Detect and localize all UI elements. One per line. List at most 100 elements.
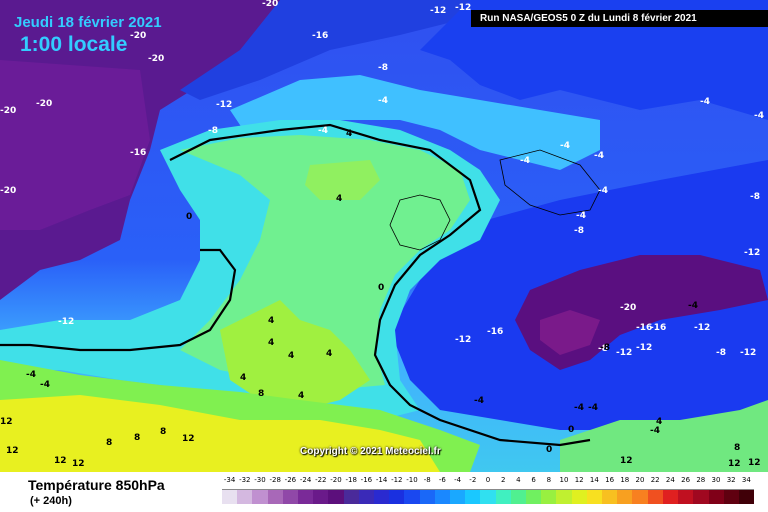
contour-label: 0	[186, 212, 192, 222]
contour-label: -8	[208, 126, 218, 136]
contour-label: 12	[6, 446, 19, 456]
contour-label: -4	[576, 211, 586, 221]
contour-label: 0	[378, 283, 384, 293]
warm-region-southeast	[560, 400, 768, 472]
contour-label: -4	[688, 301, 698, 311]
scale-swatch	[678, 490, 694, 504]
contour-label: -20	[262, 0, 278, 9]
contour-label: -20	[148, 54, 164, 64]
scale-swatch	[267, 490, 283, 504]
temperature-map: -20 -12 -12 -16 -20 -20 -20 -12 -8 -16 -…	[0, 0, 768, 472]
scale-label: 2	[500, 476, 506, 484]
contour-label: 8	[258, 389, 264, 399]
contour-label: -4	[378, 96, 388, 106]
contour-label: -4	[700, 97, 710, 107]
scale-swatch	[571, 490, 587, 504]
scale-swatch	[252, 490, 268, 504]
scale-swatch	[738, 490, 755, 504]
scale-label: -34	[223, 476, 236, 484]
scale-swatch	[602, 490, 618, 504]
contour-label: 4	[346, 129, 352, 139]
color-scale-bar	[222, 489, 755, 504]
field-title: Température 850hPa	[28, 477, 165, 493]
scale-label: -26	[284, 476, 297, 484]
contour-label: -12	[58, 317, 74, 327]
contour-label: -12	[636, 343, 652, 353]
color-scale-labels: -34 -32 -30 -28 -26 -24 -22 -20 -18 -16 -14 -12 -10-…	[222, 476, 754, 488]
cold-band-north	[180, 0, 470, 100]
scale-label: 10	[559, 476, 569, 484]
contour-label: -12	[694, 323, 710, 333]
contour-label: -4	[40, 380, 50, 390]
scale-swatch	[450, 490, 466, 504]
scale-label: 28	[696, 476, 706, 484]
scale-label: -28	[269, 476, 281, 484]
warm-region-islands	[305, 160, 380, 200]
scale-label: 26	[681, 476, 691, 484]
contour-label: -16	[487, 327, 503, 337]
scale-label: -2	[469, 476, 477, 484]
scale-label: -24	[299, 476, 312, 484]
contour-label: -8	[750, 192, 760, 202]
contour-label: 4	[656, 417, 662, 427]
scale-label: 32	[726, 476, 736, 484]
warm-region-south	[220, 300, 370, 410]
contour-label: -4	[574, 403, 584, 413]
scale-swatch	[374, 490, 390, 504]
contour-label: -12	[455, 3, 471, 13]
contour-label: -4	[650, 426, 660, 436]
contour-label: 12	[620, 456, 633, 466]
scale-swatch	[647, 490, 663, 504]
contour-label: 0	[568, 425, 574, 435]
contour-label: -4	[588, 403, 598, 413]
contour-label: 8	[134, 433, 140, 443]
contour-label: 0	[546, 445, 552, 455]
contour-label: -8	[598, 344, 608, 354]
scale-label: 16	[605, 476, 615, 484]
zero-degree-contour	[0, 123, 591, 447]
contour-label: -8	[574, 226, 584, 236]
contour-label: -8	[716, 348, 726, 358]
scale-label: -30	[254, 476, 266, 484]
scale-label: 18	[620, 476, 630, 484]
scale-swatch	[617, 490, 633, 504]
scale-swatch	[358, 490, 375, 504]
scale-label: 4	[516, 476, 521, 484]
contour-label: 4	[288, 351, 294, 361]
model-run-info: Run NASA/GEOS5 0 Z du Lundi 8 février 20…	[471, 10, 768, 27]
scale-swatch	[298, 490, 314, 504]
scale-swatch	[343, 490, 359, 504]
contour-label: -12	[740, 348, 756, 358]
scale-swatch	[282, 490, 299, 504]
scale-label: -16	[360, 476, 373, 484]
contour-label: -4	[520, 156, 530, 166]
scale-swatch	[632, 490, 648, 504]
cold-core-east-inner	[540, 310, 600, 355]
contour-label: 4	[268, 338, 274, 348]
scale-swatch	[465, 490, 481, 504]
contour-label: -20	[130, 31, 146, 41]
scale-swatch	[723, 490, 739, 504]
copyright-notice: Copyright © 2021 Meteociel.fr	[300, 446, 441, 457]
contour-label: 12	[182, 434, 195, 444]
contour-label: -16	[130, 148, 146, 158]
contour-label: 12	[54, 456, 67, 466]
scale-swatch	[708, 490, 724, 504]
scale-label: 22	[650, 476, 660, 484]
scale-label: 6	[531, 476, 536, 484]
scale-swatch	[222, 490, 238, 504]
scale-swatch	[693, 490, 709, 504]
contour-label: 12	[728, 459, 741, 469]
contour-label: -4	[318, 126, 328, 136]
scale-label: -22	[315, 476, 327, 484]
scale-label: 30	[711, 476, 721, 484]
contour-label: -4	[598, 186, 608, 196]
contour-label: -8	[378, 63, 388, 73]
contour-label: -20	[36, 99, 52, 109]
forecast-time: 1:00 locale	[20, 33, 128, 56]
contour-label: 4	[268, 316, 274, 326]
contour-label: -12	[455, 335, 471, 345]
scale-label: -14	[375, 476, 388, 484]
scale-swatch	[510, 490, 527, 504]
